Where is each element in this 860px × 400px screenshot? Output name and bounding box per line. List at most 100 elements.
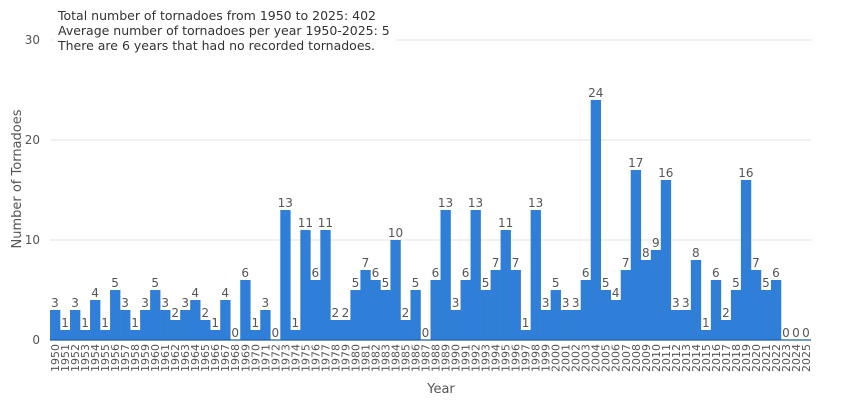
x-tick-label: 2003: [580, 344, 593, 372]
bar: [710, 280, 722, 340]
x-tick-label: 1994: [490, 344, 503, 372]
bar: [350, 290, 361, 340]
bar: [450, 310, 461, 340]
bar: [480, 290, 491, 340]
annotation-box: [52, 4, 397, 58]
gridlines: [50, 39, 811, 241]
annotation-average: Average number of tornadoes per year 195…: [58, 23, 390, 38]
bar: [530, 210, 541, 340]
data-label: 6: [582, 266, 590, 280]
data-label: 6: [462, 266, 470, 280]
bar: [200, 320, 211, 340]
bar: [630, 170, 642, 340]
x-tick-label: 1985: [399, 344, 412, 372]
x-tick-label: 2009: [640, 344, 653, 372]
data-label: 5: [151, 276, 159, 290]
data-label: 3: [452, 296, 460, 310]
x-tick-label: 2025: [800, 344, 813, 372]
data-label: 4: [91, 286, 99, 300]
bar: [60, 330, 71, 340]
bar: [690, 260, 702, 340]
x-tick-label: 1966: [209, 344, 222, 372]
x-tick-label: 2018: [730, 344, 743, 372]
data-label: 2: [402, 306, 410, 320]
bar: [160, 310, 171, 340]
x-tick-label: 1978: [329, 344, 342, 372]
data-label: 7: [362, 256, 370, 270]
data-label: 7: [752, 256, 760, 270]
data-label: 1: [81, 316, 89, 330]
bar: [130, 330, 141, 340]
data-label: 24: [588, 86, 603, 100]
x-axis-title: Year: [426, 382, 455, 397]
data-label: 2: [332, 306, 340, 320]
bar: [100, 330, 111, 340]
x-tick-label: 2015: [700, 344, 713, 372]
data-label: 11: [498, 216, 513, 230]
x-tick-label: 2022: [770, 344, 783, 372]
data-label: 5: [482, 276, 490, 290]
data-label: 2: [171, 306, 179, 320]
bar: [320, 230, 331, 340]
bar: [620, 270, 632, 340]
data-label: 3: [672, 296, 680, 310]
x-tick-label: 1964: [189, 344, 202, 372]
data-label: 7: [512, 256, 520, 270]
bar: [80, 330, 91, 340]
x-tick-label: 1952: [69, 344, 82, 372]
data-label: 0: [422, 326, 430, 340]
bar: [460, 280, 471, 340]
data-label: 13: [278, 196, 293, 210]
x-tick-label: 2001: [560, 344, 573, 372]
bar: [430, 280, 441, 340]
x-tick-label: 1989: [440, 344, 453, 372]
bar: [660, 180, 672, 340]
x-tick-label: 1968: [229, 344, 242, 372]
bar: [140, 310, 151, 340]
data-label: 4: [191, 286, 199, 300]
y-tick-label: 0: [32, 333, 40, 347]
bar: [440, 210, 451, 340]
data-label: 3: [121, 296, 129, 310]
annotation-total: Total number of tornadoes from 1950 to 2…: [57, 8, 376, 23]
y-tick-label: 20: [25, 133, 40, 147]
data-label: 8: [642, 246, 650, 260]
x-tick-label: 1992: [470, 344, 483, 372]
bar: [50, 310, 61, 340]
x-tick-label: 2000: [550, 344, 563, 372]
x-tick-label: 1961: [159, 344, 172, 372]
data-label: 7: [492, 256, 500, 270]
data-label: 1: [131, 316, 139, 330]
bar: [740, 180, 752, 340]
data-label: 1: [211, 316, 219, 330]
x-tick-label: 1969: [239, 344, 252, 372]
bar: [650, 250, 662, 340]
x-tick-label: 2011: [660, 344, 673, 372]
x-tick-label: 1998: [530, 344, 543, 372]
x-tick-label: 2014: [690, 344, 703, 372]
data-label: 13: [528, 196, 543, 210]
bar: [250, 330, 261, 340]
x-tick-label: 2004: [590, 344, 603, 372]
bar: [500, 230, 511, 340]
x-tick-label: 2024: [790, 344, 803, 372]
data-label: 5: [762, 276, 770, 290]
y-tick-label: 30: [25, 33, 40, 47]
x-tick-label: 1956: [109, 344, 122, 372]
x-tick-labels: 1950195119521953195419551956195719581959…: [49, 344, 813, 372]
x-tick-label: 2002: [570, 344, 583, 372]
data-label: 6: [712, 266, 720, 280]
data-label: 3: [161, 296, 169, 310]
bar: [410, 290, 421, 340]
bar: [590, 100, 602, 340]
bar: [670, 310, 682, 340]
x-tick-label: 1950: [49, 344, 62, 372]
y-tick-labels: 0 10 20 30: [25, 33, 40, 347]
bar: [110, 290, 121, 340]
x-tick-label: 1982: [369, 344, 382, 372]
data-label: 6: [772, 266, 780, 280]
y-axis-title: Number of Tornadoes: [10, 109, 25, 248]
x-tick-label: 1983: [379, 344, 392, 372]
bar: [70, 310, 81, 340]
